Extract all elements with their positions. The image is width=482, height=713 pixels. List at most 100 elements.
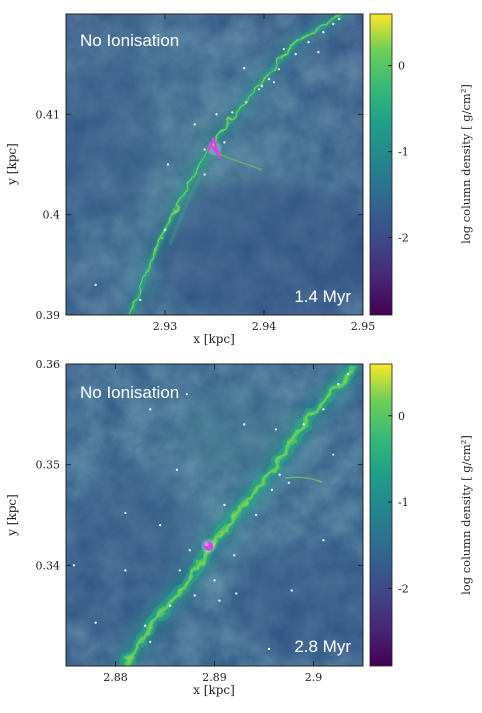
star-particle <box>260 85 264 88</box>
star-particle <box>203 148 206 151</box>
y-tick-label: 0.4 <box>43 209 61 222</box>
star-particle <box>178 569 181 572</box>
star-particle <box>294 53 297 56</box>
colorbar-label: log column density [ g/cm²] <box>459 84 473 244</box>
star-particle <box>337 383 340 386</box>
time-annotation: 2.8 Myr <box>294 637 351 656</box>
star-particle <box>332 453 335 456</box>
star-particle <box>278 473 281 476</box>
star-particle <box>290 589 293 592</box>
panel-top: 2.93 2.94 2.95 0.39 0.4 0.41 No Ionisation 1… <box>5 13 473 346</box>
star-particle <box>223 503 226 506</box>
sink-particles <box>207 137 222 159</box>
star-particle <box>282 48 285 51</box>
star-particle <box>223 141 226 144</box>
star-particle <box>94 621 97 624</box>
star-particle <box>302 423 305 426</box>
star-particle <box>307 41 310 44</box>
colorbar-tick-label: -1 <box>398 496 409 509</box>
y-axis-label: y [kpc] <box>5 494 19 537</box>
star-particle <box>188 549 191 552</box>
filament <box>112 364 363 666</box>
star-particle <box>332 22 335 26</box>
panel-title: No Ionisation <box>80 31 179 50</box>
y-tick-label: 0.35 <box>36 459 61 472</box>
star-particle <box>287 481 290 484</box>
y-axis-ticks: 0.39 0.4 0.41 <box>36 108 363 322</box>
star-particle <box>274 428 277 431</box>
star-particle <box>218 599 221 602</box>
x-tick-label: 2.95 <box>351 320 376 333</box>
star-particle <box>255 513 258 517</box>
star-particle <box>159 524 162 527</box>
colorbar-ticks: 0 -1 -2 <box>388 60 409 245</box>
plot-frame <box>65 13 364 316</box>
colorbar <box>369 363 393 667</box>
sink-cluster <box>201 539 216 554</box>
star-particle <box>203 173 206 176</box>
x-axis-ticks: 2.93 2.94 2.95 <box>153 14 376 333</box>
star-particle <box>322 30 325 34</box>
star-particle <box>168 604 172 607</box>
time-annotation: 1.4 Myr <box>294 287 351 306</box>
y-axis-ticks: 0.34 0.35 0.36 <box>36 358 363 572</box>
star-particle <box>272 81 275 84</box>
star-particle <box>317 51 320 54</box>
star-particle <box>149 640 152 643</box>
star-particle <box>257 88 261 91</box>
y-tick-label: 0.39 <box>36 309 61 322</box>
star-particle <box>185 393 188 396</box>
x-tick-label: 2.89 <box>202 671 227 684</box>
colorbar-tick-label: -2 <box>398 232 409 245</box>
star-particle <box>322 408 325 411</box>
star-particle <box>231 111 234 114</box>
y-tick-label: 0.34 <box>36 559 61 572</box>
star-particle <box>243 67 246 70</box>
star-particles <box>72 373 350 651</box>
x-tick-label: 2.9 <box>305 671 323 684</box>
colorbar-ticks: 0 -1 -2 <box>388 410 409 595</box>
star-particle <box>124 569 127 572</box>
star-particle <box>267 78 271 81</box>
star-particle <box>245 101 248 104</box>
panel-bottom: 2.88 2.89 2.9 0.34 0.35 0.36 No Ionisation 2… <box>5 358 473 697</box>
star-particle <box>139 298 142 301</box>
x-tick-label: 2.94 <box>252 320 277 333</box>
star-particle <box>72 564 75 567</box>
star-particle <box>347 373 350 376</box>
colorbar-tick-label: -2 <box>398 582 409 595</box>
star-particle <box>243 423 246 426</box>
star-particle <box>233 554 236 557</box>
star-particle <box>124 511 127 515</box>
star-particle <box>175 468 178 471</box>
sink-cluster <box>207 137 222 159</box>
filament-ridge <box>124 368 354 666</box>
star-particle <box>213 579 216 582</box>
colorbar-tick-label: -1 <box>398 146 409 159</box>
star-particle <box>235 592 238 595</box>
x-axis-label: x [kpc] <box>193 683 235 697</box>
star-particle <box>193 594 196 597</box>
star-particle <box>215 113 218 116</box>
sink-particle-core <box>204 542 209 547</box>
star-particles <box>94 17 341 301</box>
colorbar <box>369 13 393 316</box>
star-particle <box>277 68 280 71</box>
star-particle <box>267 647 271 651</box>
x-tick-label: 2.88 <box>103 671 128 684</box>
x-axis-ticks: 2.88 2.89 2.9 <box>103 364 322 684</box>
y-axis-label: y [kpc] <box>5 143 19 186</box>
star-particle <box>193 123 196 126</box>
colorbar-tick-label: 0 <box>398 60 405 73</box>
y-tick-label: 0.41 <box>36 108 61 121</box>
colorbar-tick-label: 0 <box>398 410 405 423</box>
star-particle <box>144 624 147 627</box>
star-particle <box>166 163 170 166</box>
y-tick-label: 0.36 <box>36 358 61 371</box>
star-particle <box>338 17 341 21</box>
colorbar-label: log column density [ g/cm²] <box>459 435 473 595</box>
star-particle <box>163 228 167 231</box>
star-particle <box>322 539 325 542</box>
star-particle <box>270 488 273 491</box>
